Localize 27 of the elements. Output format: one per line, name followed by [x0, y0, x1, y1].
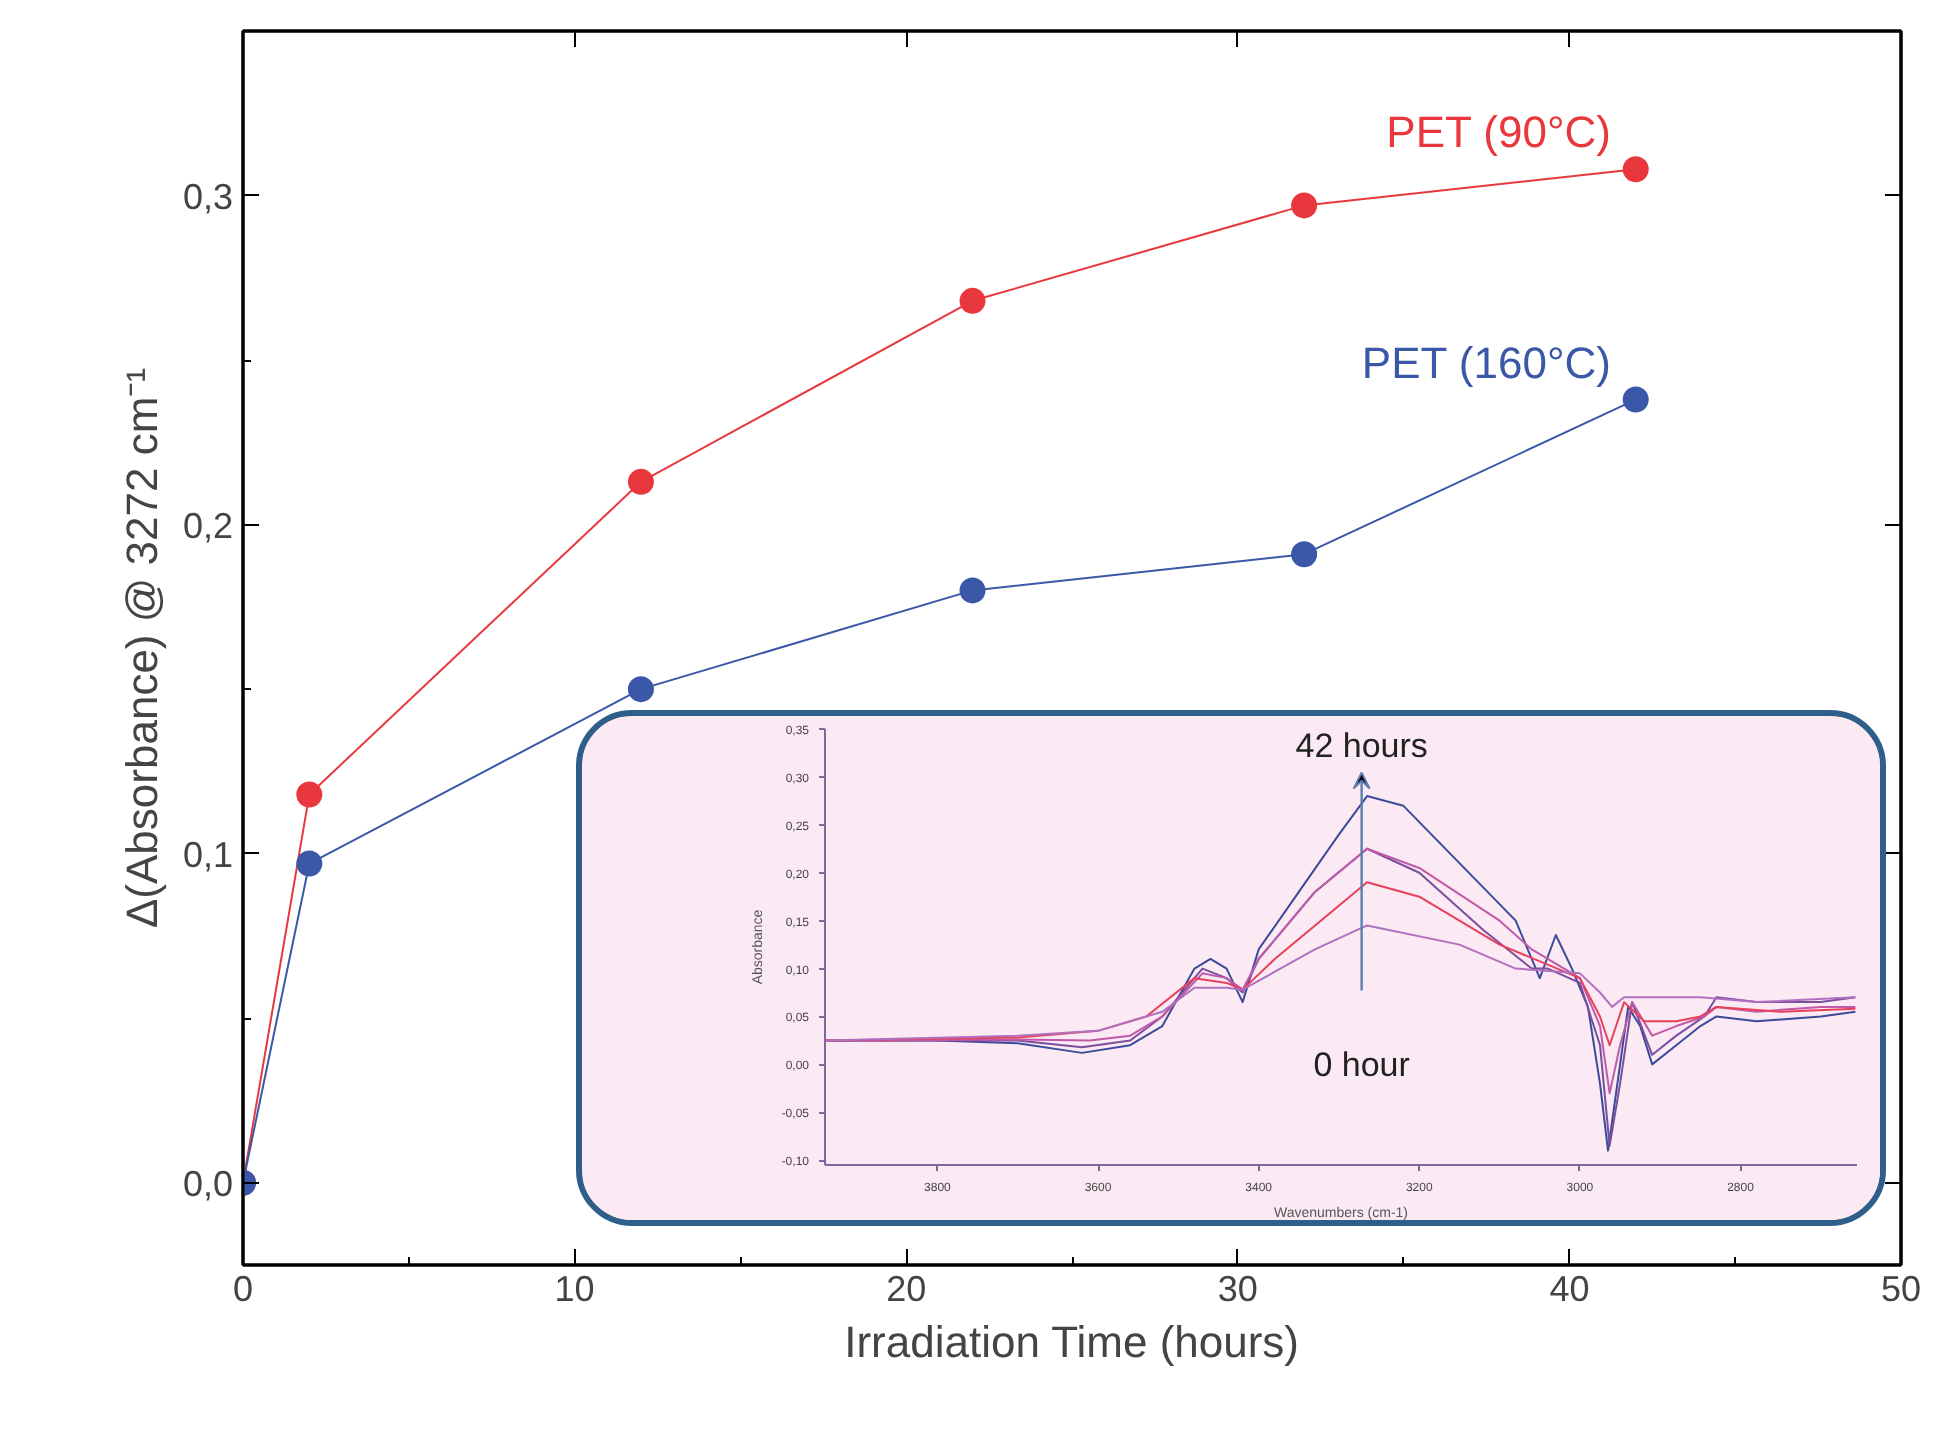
point — [959, 577, 986, 604]
point — [627, 676, 654, 703]
x-tick-label: 0 — [232, 1269, 254, 1309]
x-axis-title: Irradiation Time (hours) — [844, 1317, 1300, 1367]
y-tick-label: 0,1 — [182, 834, 234, 875]
annotation: 0 hour — [1313, 1046, 1411, 1085]
point — [959, 287, 986, 314]
x-tick-label: 20 — [886, 1269, 927, 1309]
series-label: PET (160°C) — [1361, 337, 1611, 388]
x-tick-label: 40 — [1549, 1269, 1590, 1309]
point — [1291, 192, 1318, 219]
line-series — [825, 924, 1857, 1042]
point — [296, 850, 323, 877]
point — [627, 468, 654, 495]
series-label: PET (90°C) — [1386, 107, 1611, 158]
annotation: 42 hours — [1295, 726, 1428, 765]
y-tick-label: 0,2 — [182, 505, 234, 546]
point — [1622, 156, 1649, 183]
y-tick-label: 0,0 — [182, 1163, 234, 1204]
point — [1291, 541, 1318, 568]
point — [1622, 386, 1649, 413]
y-axis-title: Δ(Absorbance) @ 3272 cm⁻¹ — [116, 367, 167, 929]
x-tick-label: 30 — [1217, 1269, 1258, 1309]
x-tick-label: 10 — [554, 1269, 595, 1309]
x-tick-label: 50 — [1880, 1269, 1922, 1309]
y-tick-label: 0,3 — [182, 176, 234, 217]
point — [296, 781, 323, 808]
